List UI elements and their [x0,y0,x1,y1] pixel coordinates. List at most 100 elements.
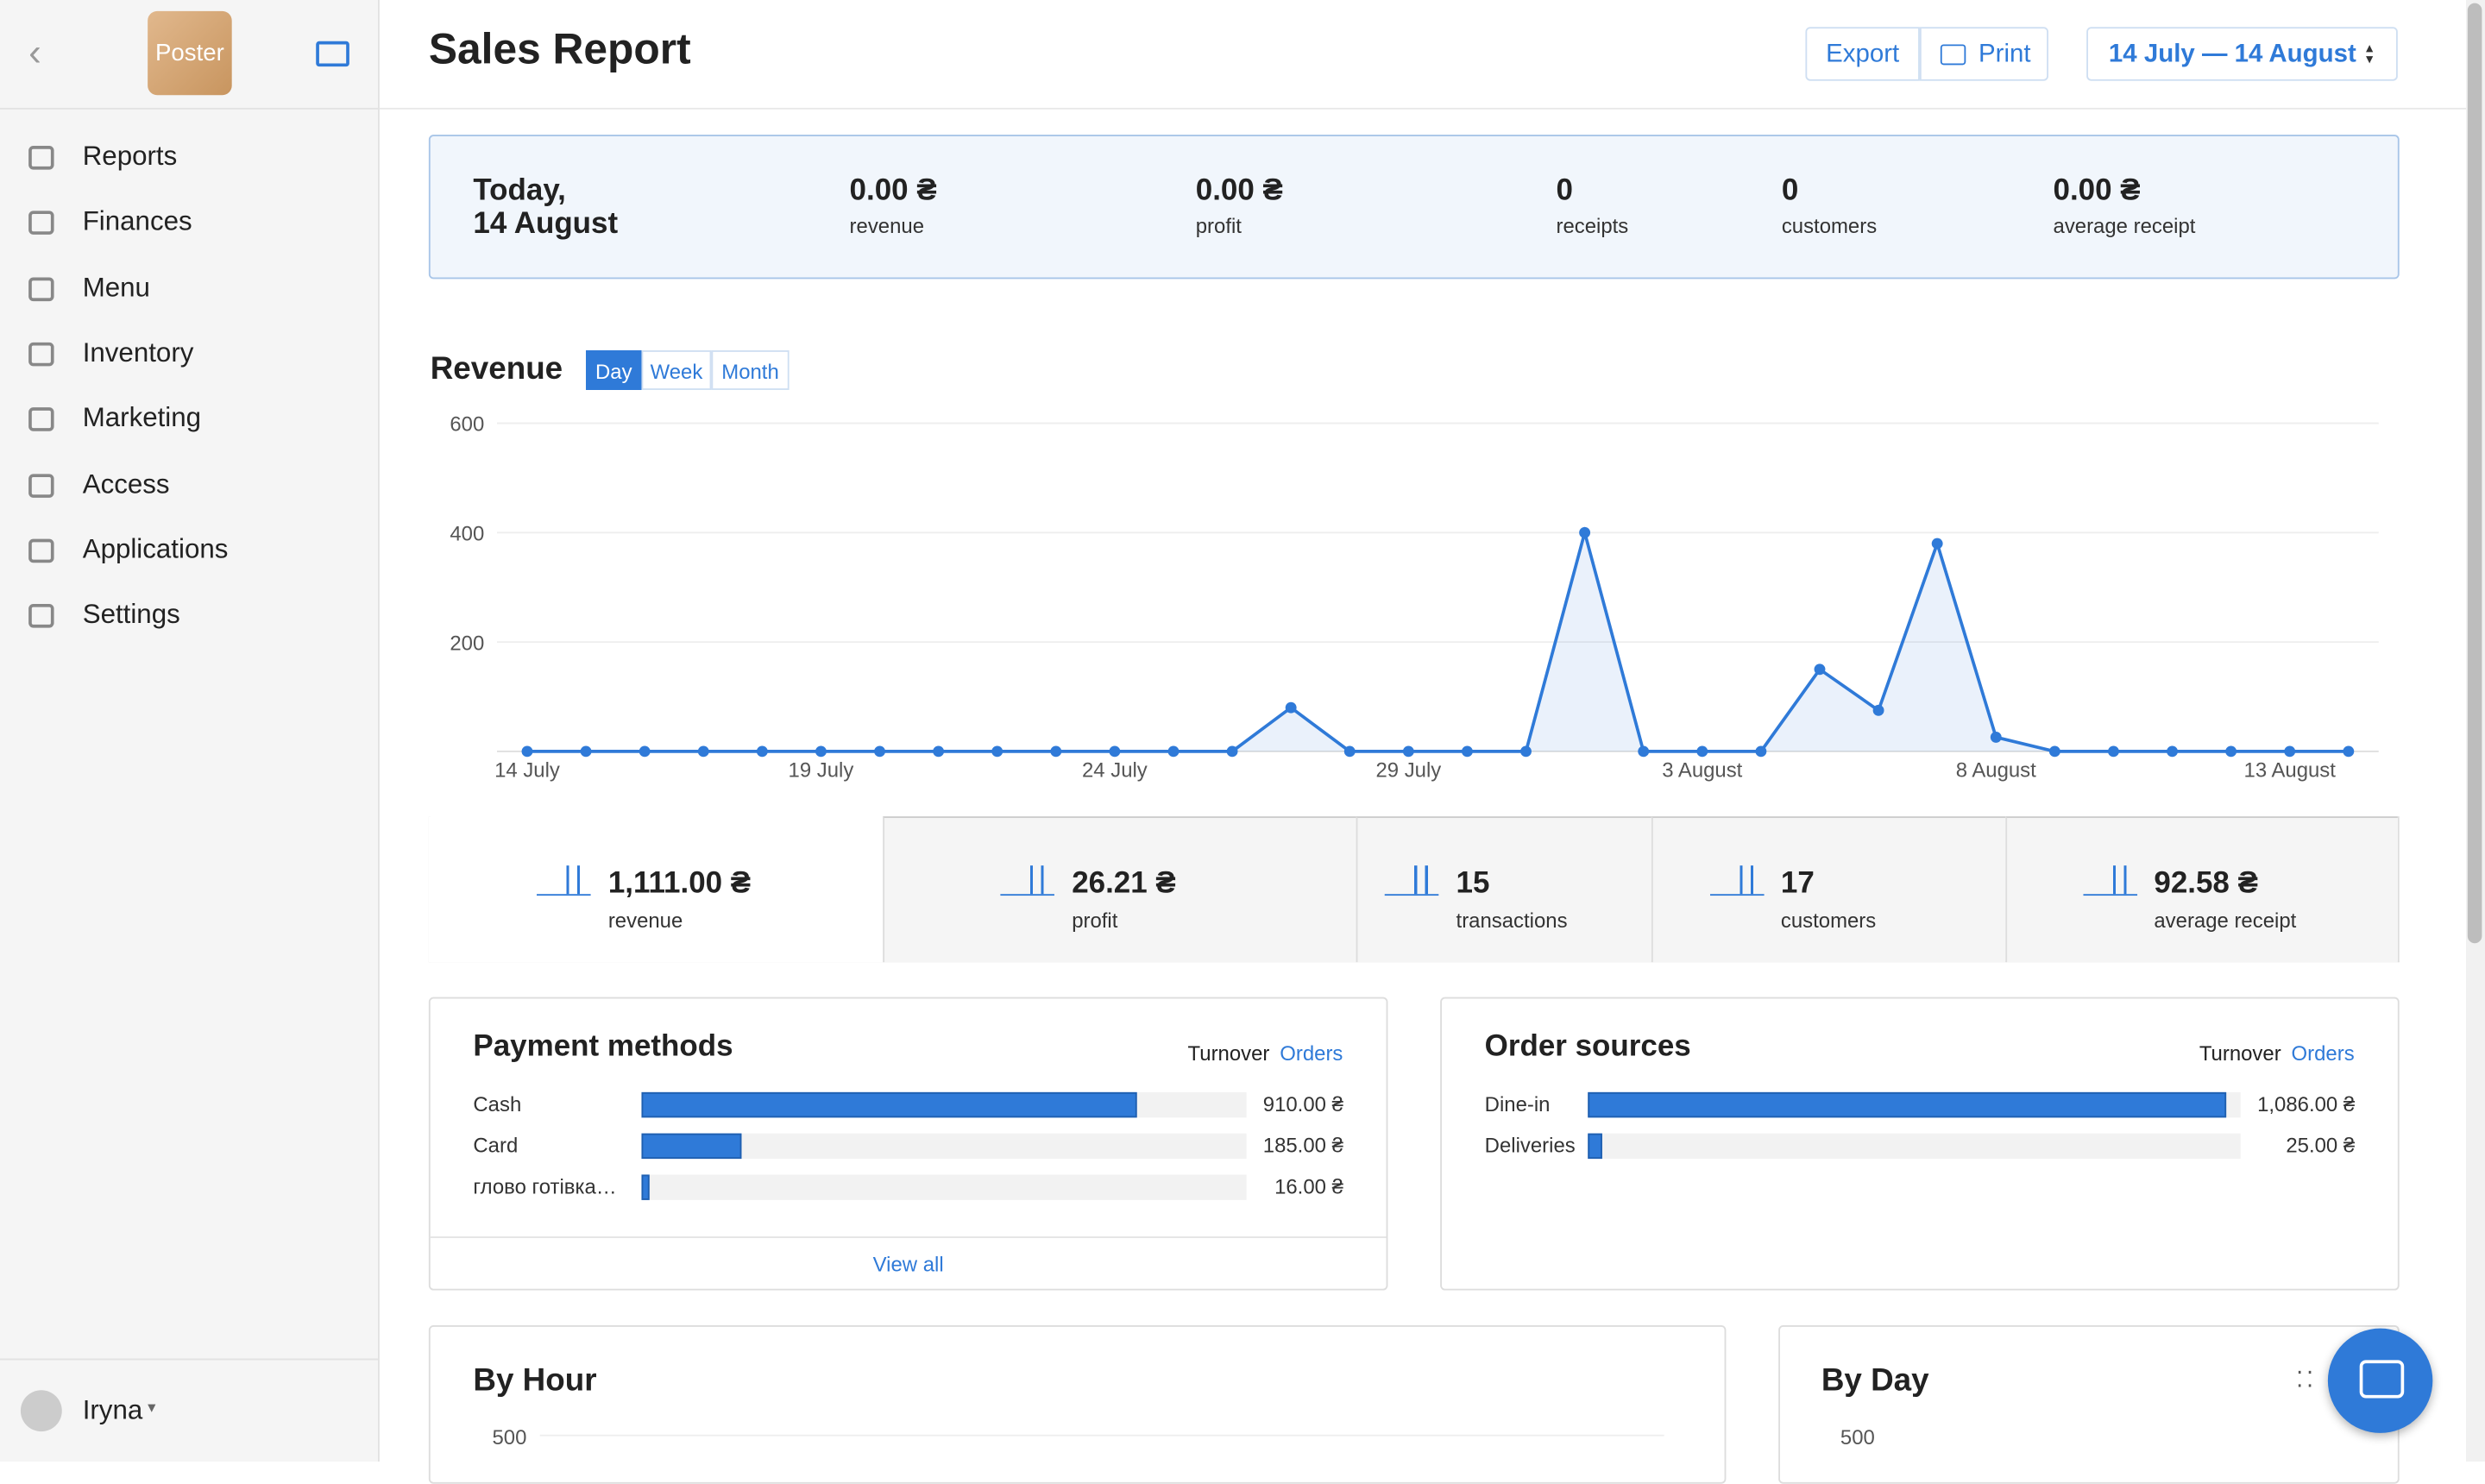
point [1814,663,1826,676]
nav-item[interactable]: Reports [82,141,178,172]
point [1226,745,1238,758]
point [2284,745,2296,758]
point [2225,745,2237,758]
x-tick-label: 19 July [789,758,854,782]
period-toggle[interactable]: Day [586,350,642,390]
point [521,745,533,758]
x-tick-label: 14 July [494,758,560,782]
point [697,745,709,758]
stat-value: 0 [1781,174,1799,208]
nav-item[interactable]: Applications [82,533,229,564]
print-button[interactable]: Print [1919,27,2048,81]
total-value: 17 [1780,867,1815,901]
point [1520,745,1532,758]
period-toggle[interactable]: Week [641,350,712,390]
tab[interactable]: Turnover [1187,1041,1270,1066]
bar [641,1174,651,1200]
tab[interactable]: Turnover [2199,1041,2281,1066]
line [526,526,2349,753]
nav-icon [28,604,54,628]
total-label: average receipt [2154,908,2297,933]
nav-icon [28,146,54,170]
bar [1588,1133,1603,1160]
nav-item[interactable]: Menu [82,272,150,303]
point [1402,745,1414,758]
bar-value: 1,086.00 ₴ [2257,1091,2356,1116]
chat-button[interactable] [2327,1328,2433,1433]
scroll-thumb[interactable] [2467,3,2482,944]
point [756,745,768,758]
point [1050,745,1062,758]
total-cell[interactable] [1651,816,2006,963]
total-cell[interactable] [883,816,1356,963]
drag-handle[interactable]: ⁚⁚ [2296,1366,2317,1393]
stat-label: profit [1195,214,1242,238]
x-tick-label: 3 August [1662,758,1742,782]
back-button[interactable]: ‹ [28,31,41,75]
point [1285,701,1297,714]
total-label: profit [1072,908,1118,933]
total-value: 92.58 ₴ [2154,867,2258,901]
tick-label: 500 [1840,1424,1875,1449]
store-icon[interactable] [316,41,349,67]
export-button[interactable]: Export [1805,27,1920,81]
point [1931,538,1943,550]
total-label: revenue [607,908,683,933]
point [1755,745,1767,758]
point [2343,745,2355,758]
total-label: customers [1780,908,1877,933]
nav-icon [28,407,54,432]
bar-name: глово готівка… [473,1174,617,1198]
logo[interactable]: Poster [148,10,232,96]
total-cell[interactable] [428,816,884,963]
bar-value: 25.00 ₴ [2286,1133,2356,1158]
nav-icon [28,211,54,236]
bar-track [641,1133,1247,1160]
date-range[interactable]: 14 July — 14 August [2086,27,2398,81]
view-all[interactable]: View all [872,1252,944,1277]
sparkline [2082,865,2137,896]
caret: ▾ [148,1399,156,1418]
nav-item[interactable]: Inventory [82,337,194,368]
point [1461,745,1473,758]
point [815,745,827,758]
divider [430,1236,1387,1238]
point [1872,704,1884,716]
section-title: Revenue [430,351,563,387]
today-label: Today, [473,174,566,208]
stat-value: 0.00 ₴ [1195,174,1283,208]
y-tick-label: 400 [450,523,484,546]
total-cell[interactable] [2005,816,2398,963]
nav-item[interactable]: Access [82,468,170,499]
tab[interactable]: Orders [1280,1041,1343,1066]
x-tick-label: 13 August [2244,758,2337,782]
bar-name: Deliveries [1484,1133,1576,1158]
bar-track [1588,1133,2241,1160]
point [2167,745,2178,758]
divider [0,107,378,110]
card-title: By Hour [473,1363,597,1399]
stat-value: 0.00 ₴ [2053,174,2141,208]
tab[interactable]: Orders [2291,1041,2355,1066]
point [933,745,945,758]
stat-label: revenue [849,214,925,238]
y-tick-label: 600 [450,413,484,437]
card-title: By Day [1821,1363,1929,1399]
nav-item[interactable]: Finances [82,206,192,237]
nav-item[interactable]: Marketing [82,403,202,433]
sidebar [0,0,380,1462]
bar-name: Card [473,1133,519,1158]
area [526,532,2349,751]
y-tick-label: 200 [450,632,484,655]
chat-icon [2359,1360,2405,1399]
point [2107,745,2119,758]
period-toggle[interactable]: Month [711,350,790,390]
user-name[interactable]: Iryna [82,1394,143,1425]
nav-icon [28,276,54,301]
nav-icon [28,342,54,367]
sparkline [1000,865,1054,896]
nav-item[interactable]: Settings [82,599,180,630]
bar-name: Cash [473,1091,522,1116]
grid-line [539,1434,1664,1437]
